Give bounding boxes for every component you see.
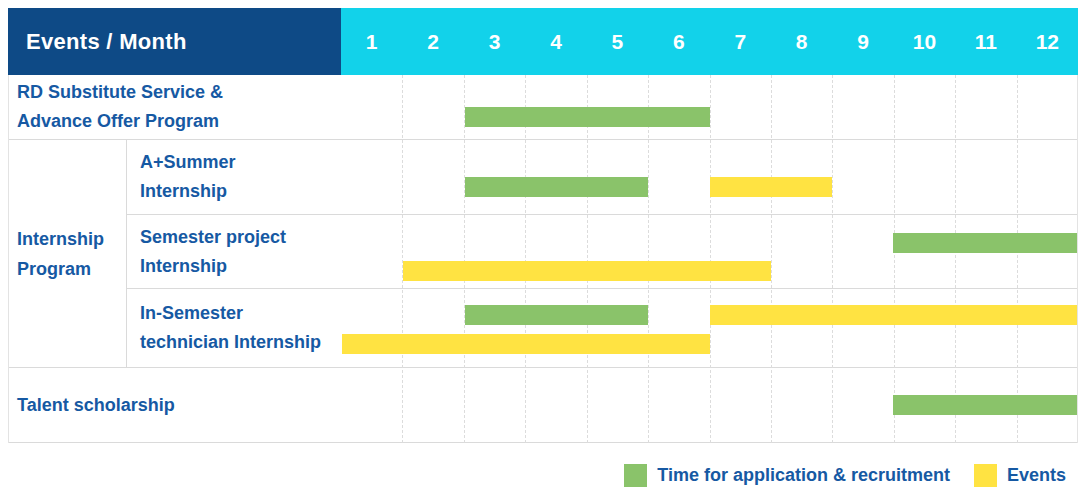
month-label-9: 9 — [832, 8, 893, 75]
header-title-cell: Events / Month — [8, 8, 341, 75]
events-bar — [403, 261, 771, 281]
row-talent-scholarship: Talent scholarship — [9, 368, 1077, 443]
row-a-plus-summer: A+Summer Internship — [126, 140, 1077, 215]
internship-subrows: A+Summer Internship Semester project Int… — [126, 140, 1077, 367]
label-line: In-Semester — [140, 299, 342, 328]
month-label-5: 5 — [587, 8, 648, 75]
month-label-1: 1 — [341, 8, 402, 75]
row-label-a-plus-summer: A+Summer Internship — [126, 140, 342, 214]
application-recruitment-bar — [893, 233, 1077, 253]
label-line: Internship — [140, 177, 342, 206]
legend-label: Time for application & recruitment — [657, 465, 950, 486]
row-chart-semester-project — [342, 215, 1077, 289]
application-recruitment-bar — [465, 305, 649, 325]
label-line: Talent scholarship — [17, 391, 342, 420]
month-label-12: 12 — [1017, 8, 1078, 75]
legend-item-application-recruitment: Time for application & recruitment — [624, 464, 950, 487]
events-bar — [710, 177, 833, 197]
internship-program-group: Internship Program A+Summer Internship S… — [9, 140, 1077, 368]
legend-item-events: Events — [974, 464, 1066, 487]
events-month-gantt-table: Events / Month 1 2 3 4 5 6 7 8 9 10 11 1… — [8, 8, 1078, 443]
application-recruitment-bar — [893, 395, 1077, 415]
row-chart-talent-scholarship — [342, 368, 1077, 442]
label-line: technician Internship — [140, 328, 342, 357]
label-line: A+Summer — [140, 148, 342, 177]
month-label-3: 3 — [464, 8, 525, 75]
row-label-in-semester-technician: In-Semester technician Internship — [126, 289, 342, 367]
month-header-row: 1 2 3 4 5 6 7 8 9 10 11 12 — [341, 8, 1078, 75]
row-semester-project: Semester project Internship — [126, 215, 1077, 290]
label-line: Advance Offer Program — [17, 107, 342, 136]
application-recruitment-bar — [465, 177, 649, 197]
green-swatch-icon — [624, 464, 647, 487]
label-line: RD Substitute Service & — [17, 78, 342, 107]
group-label-internship-program: Internship Program — [9, 140, 126, 367]
label-line: Internship — [17, 224, 126, 254]
row-in-semester-technician: In-Semester technician Internship — [126, 289, 1077, 367]
row-label-semester-project: Semester project Internship — [126, 215, 342, 289]
month-label-11: 11 — [955, 8, 1016, 75]
yellow-swatch-icon — [974, 464, 997, 487]
table-body: RD Substitute Service & Advance Offer Pr… — [8, 75, 1078, 443]
table-title: Events / Month — [26, 29, 187, 55]
month-label-7: 7 — [710, 8, 771, 75]
label-line: Program — [17, 254, 126, 284]
row-chart-in-semester-technician — [342, 289, 1077, 367]
row-label-talent-scholarship: Talent scholarship — [9, 368, 342, 442]
month-label-10: 10 — [894, 8, 955, 75]
row-rd-substitute: RD Substitute Service & Advance Offer Pr… — [9, 75, 1077, 140]
month-label-6: 6 — [648, 8, 709, 75]
row-chart-rd-substitute — [342, 75, 1077, 139]
label-line: Semester project — [140, 223, 342, 252]
legend: Time for application & recruitment Event… — [624, 464, 1066, 487]
table-header: Events / Month 1 2 3 4 5 6 7 8 9 10 11 1… — [8, 8, 1078, 75]
application-recruitment-bar — [465, 107, 710, 127]
month-label-8: 8 — [771, 8, 832, 75]
row-chart-a-plus-summer — [342, 140, 1077, 214]
label-line: Internship — [140, 252, 342, 281]
events-bar — [710, 305, 1078, 325]
month-label-2: 2 — [402, 8, 463, 75]
events-bar — [342, 334, 710, 354]
row-label-rd-substitute: RD Substitute Service & Advance Offer Pr… — [9, 75, 342, 139]
legend-label: Events — [1007, 465, 1066, 486]
month-label-4: 4 — [525, 8, 586, 75]
